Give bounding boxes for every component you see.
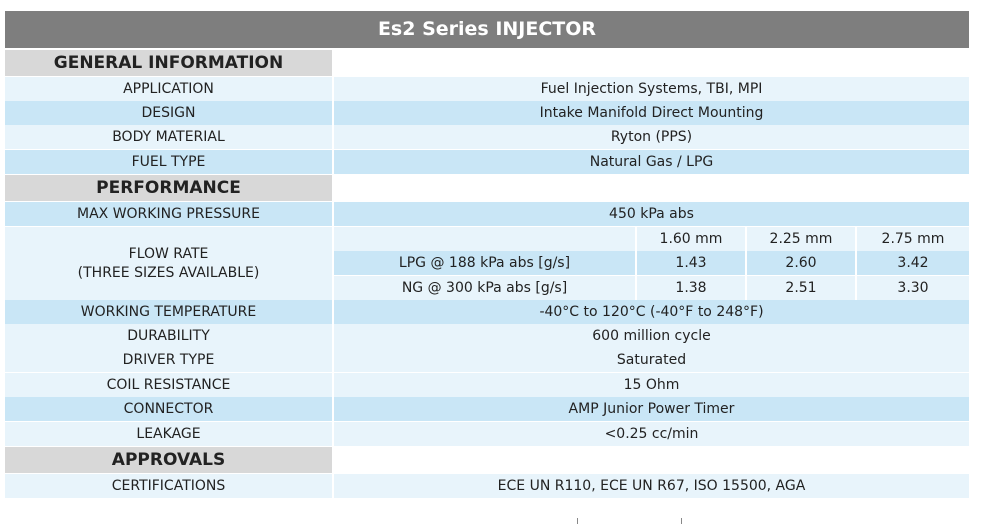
spec-label: LEAKAGE: [5, 422, 332, 446]
section-header-approvals: APPROVALS: [5, 447, 969, 473]
flow-value: 1.43: [637, 251, 747, 275]
spec-value: ECE UN R110, ECE UN R67, ISO 15500, AGA: [334, 474, 969, 498]
divider-tick: [577, 518, 578, 524]
flow-condition: LPG @ 188 kPa abs [g/s]: [334, 251, 637, 275]
section-title: GENERAL INFORMATION: [5, 50, 332, 76]
spec-row-working-temperature: WORKING TEMPERATURE -40°C to 120°C (-40°…: [5, 300, 969, 324]
flow-value: 1.38: [637, 276, 747, 300]
flow-value: 2.51: [747, 276, 857, 300]
spec-label: FUEL TYPE: [5, 150, 332, 174]
spec-row-body-material: BODY MATERIAL Ryton (PPS): [5, 125, 969, 149]
flow-size-header-row: 1.60 mm 2.25 mm 2.75 mm: [334, 227, 969, 251]
spec-row-max-pressure: MAX WORKING PRESSURE 450 kPa abs: [5, 202, 969, 226]
flow-size: 2.75 mm: [857, 227, 969, 251]
flow-row-ng: NG @ 300 kPa abs [g/s] 1.38 2.51 3.30: [334, 276, 969, 300]
spec-row-fuel-type: FUEL TYPE Natural Gas / LPG: [5, 150, 969, 174]
spec-row-connector: CONNECTOR AMP Junior Power Timer: [5, 397, 969, 421]
spec-label: WORKING TEMPERATURE: [5, 300, 332, 324]
spec-label: DRIVER TYPE: [5, 348, 332, 372]
spec-label: CERTIFICATIONS: [5, 474, 332, 498]
spec-label: CONNECTOR: [5, 397, 332, 421]
spec-value: AMP Junior Power Timer: [334, 397, 969, 421]
spec-label: DURABILITY: [5, 324, 332, 348]
spec-row-leakage: LEAKAGE <0.25 cc/min: [5, 422, 969, 446]
spec-value: <0.25 cc/min: [334, 422, 969, 446]
spec-value: Natural Gas / LPG: [334, 150, 969, 174]
section-title: APPROVALS: [5, 447, 332, 473]
flow-value: 3.42: [857, 251, 969, 275]
spec-value: Intake Manifold Direct Mounting: [334, 101, 969, 125]
table-title: Es2 Series INJECTOR: [5, 11, 969, 48]
spec-value: 450 kPa abs: [334, 202, 969, 226]
flow-value: 3.30: [857, 276, 969, 300]
spec-value: 15 Ohm: [334, 373, 969, 397]
flow-condition: NG @ 300 kPa abs [g/s]: [334, 276, 637, 300]
section-header-general: GENERAL INFORMATION: [5, 50, 969, 76]
spec-value: Saturated: [334, 348, 969, 372]
spec-label: MAX WORKING PRESSURE: [5, 202, 332, 226]
spec-row-application: APPLICATION Fuel Injection Systems, TBI,…: [5, 77, 969, 101]
spec-label: BODY MATERIAL: [5, 125, 332, 149]
spec-value: Ryton (PPS): [334, 125, 969, 149]
flow-rate-subtitle: (THREE SIZES AVAILABLE): [77, 264, 260, 281]
spec-row-driver-type: DRIVER TYPE Saturated: [5, 348, 969, 372]
spec-row-coil-resistance: COIL RESISTANCE 15 Ohm: [5, 373, 969, 397]
flow-size: 2.25 mm: [747, 227, 857, 251]
spec-value: -40°C to 120°C (-40°F to 248°F): [334, 300, 969, 324]
flow-row-lpg: LPG @ 188 kPa abs [g/s] 1.43 2.60 3.42: [334, 251, 969, 275]
flow-rate-title: FLOW RATE: [128, 245, 209, 262]
flow-rate-label: FLOW RATE (THREE SIZES AVAILABLE): [5, 227, 332, 300]
spec-value: Fuel Injection Systems, TBI, MPI: [334, 77, 969, 101]
spec-label: COIL RESISTANCE: [5, 373, 332, 397]
flow-size: 1.60 mm: [637, 227, 747, 251]
spec-label: DESIGN: [5, 101, 332, 125]
divider-tick: [681, 518, 682, 524]
spec-row-durability: DURABILITY 600 million cycle: [5, 324, 969, 348]
spec-row-certifications: CERTIFICATIONS ECE UN R110, ECE UN R67, …: [5, 474, 969, 498]
spec-row-design: DESIGN Intake Manifold Direct Mounting: [5, 101, 969, 125]
spec-label: APPLICATION: [5, 77, 332, 101]
flow-value: 2.60: [747, 251, 857, 275]
section-title: PERFORMANCE: [5, 175, 332, 201]
section-header-performance: PERFORMANCE: [5, 175, 969, 201]
spec-value: 600 million cycle: [334, 324, 969, 348]
